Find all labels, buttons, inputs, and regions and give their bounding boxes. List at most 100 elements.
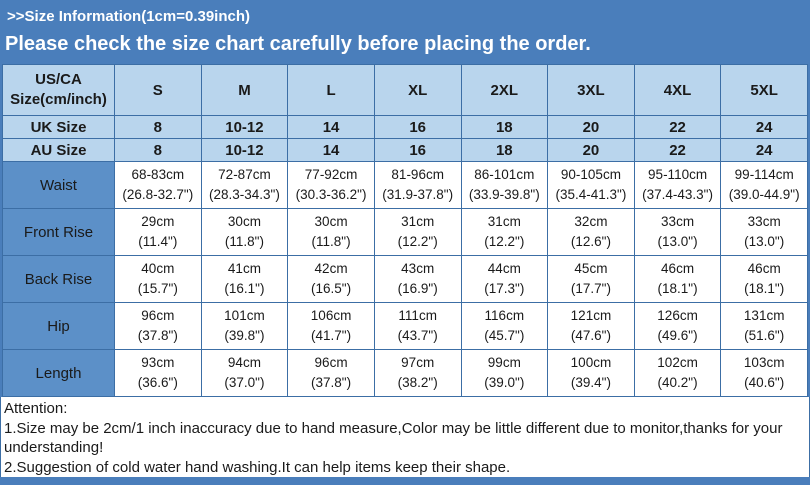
size-information-title: >>Size Information(1cm=0.39inch) [7,8,250,25]
size-cell: 14 [287,138,375,162]
measurement-cell: 46cm (18.1") [720,255,808,303]
measurement-cell: 30cm (11.8") [287,208,375,256]
measurement-cm: 44cm [487,261,521,276]
measurement-inch: (30.3-36.2") [295,187,367,202]
measurement-cm: 103cm [743,355,785,370]
measurement-cell: 40cm (15.7") [114,255,202,303]
size-cell: 20 [547,138,635,162]
measurement-cell: 95-110cm (37.4-43.3") [633,161,722,209]
measurement-inch: (40.2") [657,375,698,390]
corner-line-2: Size(cm/inch) [10,91,107,108]
measurement-inch: (12.6") [570,234,611,249]
col-header-s: S [114,64,202,116]
measurement-inch: (47.6") [570,328,611,343]
measurement-cell: 31cm (12.2") [460,208,549,256]
size-cell: 20 [547,115,635,139]
measurement-cell: 93cm (36.6") [114,349,202,397]
measurement-cm: 102cm [657,355,698,370]
measurement-cm: 42cm [314,261,348,276]
measurement-cell: 102cm (40.2") [633,349,722,397]
measurement-cm: 32cm [574,214,608,229]
attention-section: Attention: 1.Size may be 2cm/1 inch inac… [0,397,810,477]
measurement-cm: 77-92cm [304,167,358,182]
measurement-cm: 121cm [570,308,612,323]
size-cell: 16 [373,138,462,162]
corner-line-1: US/CA [35,71,82,88]
table-row: Front Rise 29cm (11.4") 30cm (11.8") 30cm (11.… [2,208,808,256]
row-label: Back Rise [2,255,115,303]
measurement-inch: (43.7") [397,328,438,343]
col-header-m: M [200,64,289,116]
size-cell: 14 [287,115,375,139]
measurement-cm: 31cm [487,214,521,229]
row-label: Length [2,349,115,397]
measurement-inch: (16.5") [311,281,352,296]
attention-note-2: 2.Suggestion of cold water hand washing.… [4,458,511,476]
measurement-cm: 126cm [657,308,698,323]
measurement-cm: 45cm [574,261,608,276]
size-cell: 18 [460,115,549,139]
measurement-inch: (39.0-44.9") [728,187,800,202]
measurement-cm: 101cm [224,308,265,323]
measurement-cell: 90-105cm (35.4-41.3") [547,161,635,209]
measurement-cell: 33cm (13.0") [720,208,808,256]
attention-title: Attention: [4,400,68,417]
measurement-cm: 94cm [227,355,261,370]
measurement-cm: 46cm [661,261,695,276]
measurement-inch: (13.0") [744,234,785,249]
measurement-inch: (13.0") [657,234,698,249]
measurement-inch: (39.4") [570,375,611,390]
row-label: UK Size [2,115,115,139]
col-header-l: L [287,64,375,116]
measurement-cm: 96cm [314,355,348,370]
measurement-inch: (17.3") [484,281,525,296]
measurement-cell: 121cm (47.6") [547,302,635,350]
table-row: UK Size 8 10-12 14 16 18 20 22 24 [2,115,808,139]
measurement-inch: (45.7") [484,328,525,343]
measurement-cm: 131cm [743,308,785,323]
size-cell: 22 [633,138,722,162]
size-cell: 8 [114,115,202,139]
size-cell: 16 [373,115,462,139]
attention-note-1: 1.Size may be 2cm/1 inch inaccuracy due … [4,419,783,457]
measurement-cm: 90-105cm [560,167,621,182]
measurement-inch: (11.8") [224,234,264,249]
measurement-cm: 116cm [484,308,525,323]
measurement-cell: 86-101cm (33.9-39.8") [460,161,549,209]
measurement-cell: 101cm (39.8") [200,302,289,350]
measurement-inch: (16.9") [397,281,438,296]
measurement-inch: (26.8-32.7") [122,187,194,202]
measurement-cell: 29cm (11.4") [114,208,202,256]
measurement-cm: 33cm [747,214,781,229]
measurement-cell: 103cm (40.6") [720,349,808,397]
measurement-cm: 30cm [314,214,348,229]
table-row: Length 93cm (36.6") 94cm (37.0") 96cm (37.8") 9… [2,349,808,397]
col-header-xl: XL [373,64,462,116]
measurement-cell: 94cm (37.0") [200,349,289,397]
measurement-cell: 45cm (17.7") [547,255,635,303]
size-cell: 10-12 [200,115,289,139]
measurement-inch: (37.8") [311,375,352,390]
measurement-cm: 81-96cm [391,167,444,182]
measurement-cell: 96cm (37.8") [114,302,202,350]
size-cell: 8 [114,138,202,162]
measurement-cm: 33cm [661,214,695,229]
size-chart-table: US/CA Size(cm/inch) S M L XL 2XL 3XL 4XL 5XL UK S… [2,64,808,397]
col-header-5xl: 5XL [720,64,808,116]
measurement-cm: 99cm [487,355,521,370]
measurement-cm: 95-110cm [648,167,708,182]
measurement-cm: 40cm [141,261,175,276]
measurement-cm: 111cm [398,308,437,323]
measurement-cm: 99-114cm [734,167,794,182]
measurement-cell: 99cm (39.0") [460,349,549,397]
size-chart-warning: Please check the size chart carefully be… [5,33,591,55]
measurement-cm: 30cm [227,214,261,229]
measurement-cell: 32cm (12.6") [547,208,635,256]
measurement-inch: (36.6") [137,375,178,390]
measurement-cm: 31cm [401,214,435,229]
measurement-inch: (11.4") [138,234,178,249]
measurement-cell: 111cm (43.7") [373,302,462,350]
measurement-cell: 46cm (18.1") [633,255,722,303]
measurement-cm: 97cm [401,355,435,370]
